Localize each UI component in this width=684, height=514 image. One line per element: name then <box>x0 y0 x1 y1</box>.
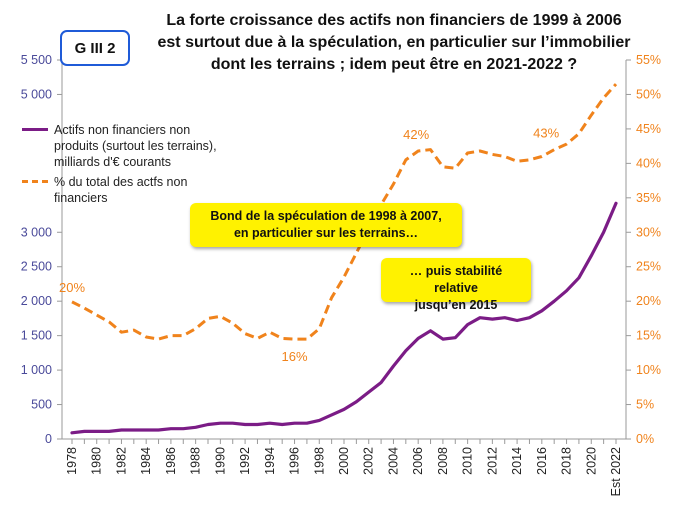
annotation-label: 16% <box>282 349 308 364</box>
left-tick-label: 1 500 <box>21 329 52 343</box>
right-tick-label: 15% <box>636 329 661 343</box>
left-tick-label: 5 000 <box>21 87 52 101</box>
x-tick-label: 2002 <box>362 447 376 475</box>
series-layer <box>70 83 618 435</box>
x-tick-label: 1986 <box>164 447 178 475</box>
left-tick-label: 500 <box>31 398 52 412</box>
left-tick-label: 2 500 <box>21 260 52 274</box>
legend-swatch-dashed <box>22 174 50 188</box>
x-tick-label: 2018 <box>560 447 574 475</box>
right-tick-label: 25% <box>636 260 661 274</box>
series-line-assets <box>70 201 618 435</box>
x-tick-label: 2008 <box>436 447 450 475</box>
chart-title: La forte croissance des actifs non finan… <box>134 10 654 76</box>
x-tick-label: 1998 <box>312 447 326 475</box>
legend-assets-line-3: milliards d'€ courants <box>54 155 172 169</box>
legend-item-percent: % du total des actfs non financiers <box>22 174 262 206</box>
x-tick-label: 1980 <box>90 447 104 475</box>
annotation-label: 43% <box>533 126 559 141</box>
x-tick-label: 2000 <box>337 447 351 475</box>
x-tick-label: 2006 <box>411 447 425 475</box>
x-tick-label: 2016 <box>535 447 549 475</box>
x-tick-label: 1994 <box>263 447 277 475</box>
annotation-label: 42% <box>403 127 429 142</box>
right-tick-label: 0% <box>636 432 654 446</box>
note-stability: … puis stabilité relative jusqu’en 2015 <box>381 258 531 312</box>
x-tick-label: 1982 <box>114 447 128 475</box>
x-tick-label: 2010 <box>461 447 475 475</box>
right-tick-label: 10% <box>636 363 661 377</box>
x-tick-label: 1990 <box>213 447 227 475</box>
x-tick-label: 2012 <box>485 447 499 475</box>
right-tick-label: 55% <box>636 53 661 67</box>
note-speculation-line-2: en particulier sur les terrains… <box>233 226 419 240</box>
note-speculation-line-1: Bond de la spéculation de 1998 à 2007, <box>210 209 442 223</box>
chart-badge-text: G III 2 <box>74 39 116 57</box>
legend-assets-line-1: Actifs non financiers non <box>54 123 191 137</box>
right-tick-label: 40% <box>636 156 661 170</box>
x-tick-label: 2020 <box>584 447 598 475</box>
x-tick-label: 2004 <box>386 447 400 475</box>
axes-layer <box>57 59 631 444</box>
x-tick-label: 1992 <box>238 447 252 475</box>
legend-percent-line-2: financiers <box>54 191 108 205</box>
series-line-percent <box>71 83 618 341</box>
x-tick-label: 2014 <box>510 447 524 475</box>
right-tick-label: 20% <box>636 294 661 308</box>
right-tick-label: 30% <box>636 225 661 239</box>
left-tick-label: 3 000 <box>21 225 52 239</box>
note-stability-line-1: … puis stabilité relative <box>409 264 503 295</box>
title-line-3: dont les terrains ; idem peut être en 20… <box>210 56 578 73</box>
x-tick-label: 1996 <box>288 447 302 475</box>
title-line-2: est surtout due à la spéculation, en par… <box>157 34 631 51</box>
legend-swatch-solid <box>22 122 50 136</box>
right-tick-label: 50% <box>636 87 661 101</box>
note-stability-line-2: jusqu’en 2015 <box>414 298 498 312</box>
labels-layer: 0 500 1 000 1 500 2 000 2 500 3 000 5 000 5 500 0… <box>21 53 661 496</box>
annotation-label: 20% <box>59 280 85 295</box>
chart-badge: G III 2 <box>60 30 130 66</box>
legend-percent-line-1: % du total des actfs non <box>54 175 188 189</box>
left-tick-label: 5 500 <box>21 53 52 67</box>
title-line-1: La forte croissance des actifs non finan… <box>166 12 622 29</box>
x-tick-label: 1984 <box>139 447 153 475</box>
x-tick-label: Est 2022 <box>609 447 623 496</box>
x-tick-label: 1978 <box>65 447 79 475</box>
right-tick-label: 45% <box>636 122 661 136</box>
left-tick-label: 0 <box>45 432 52 446</box>
note-speculation: Bond de la spéculation de 1998 à 2007, e… <box>190 203 462 247</box>
right-tick-label: 5% <box>636 398 654 412</box>
left-tick-label: 1 000 <box>21 363 52 377</box>
right-tick-label: 35% <box>636 191 661 205</box>
legend-assets-line-2: produits (surtout les terrains), <box>54 139 217 153</box>
legend-item-assets: Actifs non financiers non produits (surt… <box>22 122 262 170</box>
legend: Actifs non financiers non produits (surt… <box>22 122 262 210</box>
x-tick-label: 1988 <box>189 447 203 475</box>
left-tick-label: 2 000 <box>21 294 52 308</box>
